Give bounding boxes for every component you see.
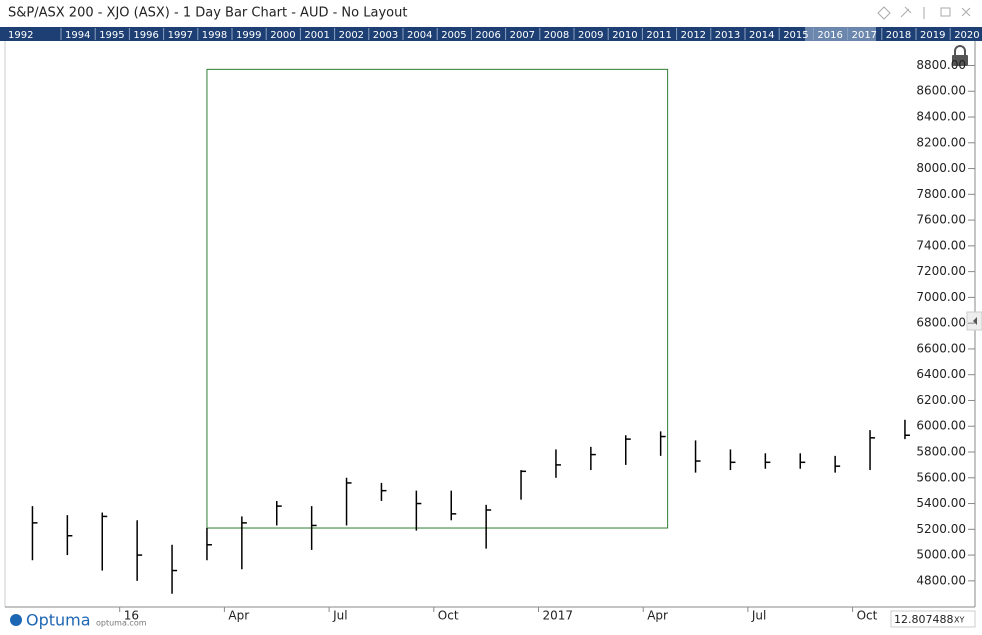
drawn-box <box>206 68 669 529</box>
timeline-year[interactable]: 2009 <box>578 30 603 41</box>
lock-icon[interactable] <box>952 45 968 66</box>
panel-toggle-arrow <box>973 317 977 325</box>
timeline-year[interactable]: 1992 <box>8 30 33 41</box>
y-tick-label: 8200.00 <box>916 135 966 149</box>
timeline-year[interactable]: 2018 <box>886 30 911 41</box>
brand-logo <box>10 614 22 626</box>
x-axis-band <box>5 608 975 635</box>
x-tick-label: Oct <box>438 609 459 623</box>
timeline-bar[interactable] <box>0 27 982 41</box>
timeline-year[interactable]: 2000 <box>270 30 295 41</box>
y-tick-label: 7600.00 <box>916 213 966 227</box>
timeline-window[interactable] <box>805 27 876 41</box>
timeline-year[interactable]: 2008 <box>544 30 569 41</box>
y-tick-label: 7200.00 <box>916 264 966 278</box>
timeline-year[interactable]: 2003 <box>373 30 398 41</box>
y-tick-label: 5000.00 <box>916 548 966 562</box>
y-tick-label: 6200.00 <box>916 393 966 407</box>
icon[interactable] <box>900 6 912 18</box>
y-tick-label: 5400.00 <box>916 496 966 510</box>
timeline-year[interactable]: 1994 <box>65 30 90 41</box>
x-tick-label: Apr <box>647 609 668 623</box>
y-tick-label: 6400.00 <box>916 367 966 381</box>
y-tick-label: 7000.00 <box>916 290 966 304</box>
timeline-year[interactable]: 2001 <box>304 30 329 41</box>
timeline-year[interactable]: 2015 <box>783 30 808 41</box>
x-tick-label: 2017 <box>543 609 574 623</box>
timeline-year[interactable]: 2014 <box>749 30 774 41</box>
y-tick-label: 7800.00 <box>916 187 966 201</box>
x-tick-label: Oct <box>857 609 878 623</box>
timeline-year[interactable]: 2005 <box>441 30 466 41</box>
icon[interactable] <box>961 7 971 17</box>
x-tick-label: Apr <box>228 609 249 623</box>
y-tick-label: 8400.00 <box>916 110 966 124</box>
timeline-year[interactable]: 1997 <box>168 30 193 41</box>
scale-box[interactable] <box>890 610 976 628</box>
timeline-year[interactable]: 2020 <box>954 30 979 41</box>
scale-value: 12.807488 <box>894 613 954 626</box>
timeline-year[interactable]: 2007 <box>510 30 535 41</box>
timeline-year[interactable]: 2004 <box>407 30 432 41</box>
y-tick-label: 6600.00 <box>916 341 966 355</box>
timeline-year[interactable]: 2010 <box>612 30 637 41</box>
timeline-year[interactable]: 2017 <box>852 30 877 41</box>
brand-site: optuma.com <box>96 619 147 628</box>
y-tick-label: 8800.00 <box>916 58 966 72</box>
timeline-year[interactable]: 2013 <box>715 30 740 41</box>
y-tick-label: 8000.00 <box>916 161 966 175</box>
x-tick-label: Jul <box>332 609 347 623</box>
timeline-year[interactable]: 2019 <box>920 30 945 41</box>
timeline-year[interactable]: 1995 <box>99 30 124 41</box>
y-tick-label: 4800.00 <box>916 573 966 587</box>
y-tick-label: 7400.00 <box>916 238 966 252</box>
timeline-year[interactable]: 2012 <box>681 30 706 41</box>
icon[interactable] <box>877 6 891 20</box>
y-tick-label: 6800.00 <box>916 316 966 330</box>
x-tick-label: 16 <box>124 609 139 623</box>
y-tick-label: 5200.00 <box>916 522 966 536</box>
brand: Optuma <box>26 611 91 630</box>
y-tick-label: 5600.00 <box>916 470 966 484</box>
y-tick-label: 6000.00 <box>916 419 966 433</box>
timeline-year[interactable]: 2002 <box>339 30 364 41</box>
window-title: S&P/ASX 200 - XJO (ASX) - 1 Day Bar Char… <box>8 6 407 21</box>
timeline-year[interactable]: 2011 <box>646 30 671 41</box>
icon[interactable] <box>940 7 951 17</box>
timeline-year[interactable]: 1998 <box>202 30 227 41</box>
timeline-year[interactable]: 1996 <box>133 30 158 41</box>
scale-mode[interactable]: XY <box>954 616 964 625</box>
y-tick-label: 8600.00 <box>916 84 966 98</box>
timeline-year[interactable]: 2016 <box>817 30 842 41</box>
x-tick-label: Jul <box>751 609 766 623</box>
window-icons <box>877 6 971 20</box>
timeline-year[interactable]: 2006 <box>475 30 500 41</box>
timeline-year[interactable]: 1999 <box>236 30 261 41</box>
y-tick-label: 5800.00 <box>916 445 966 459</box>
